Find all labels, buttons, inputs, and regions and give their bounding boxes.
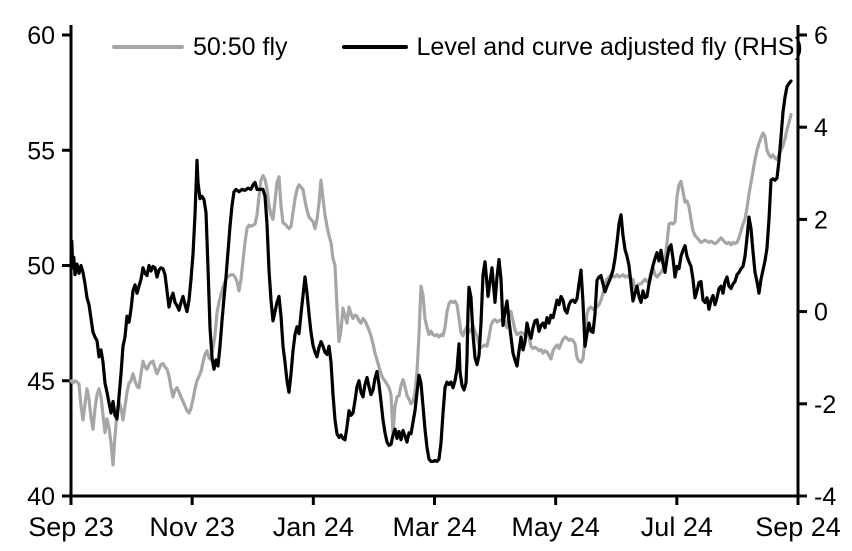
y-left-tick-label: 40: [27, 483, 55, 511]
x-axis-tick-label: Jul 24: [641, 512, 713, 542]
y-right-tick-label: 2: [814, 206, 828, 234]
y-left-tick-label: 45: [27, 368, 55, 396]
legend: 50:50 fly Level and curve adjusted fly (…: [112, 33, 803, 61]
y-right-tick-label: 6: [814, 22, 828, 50]
legend-swatch-level-curve-fly: [341, 45, 408, 49]
series-line-level-curve-adjusted-fly: [69, 79, 793, 463]
y-left-tick-label: 55: [27, 137, 55, 165]
x-axis-tick-label: Mar 24: [392, 512, 476, 542]
y-right-tick-label: 4: [814, 114, 828, 142]
y-left-tick-label: 50: [27, 253, 55, 281]
x-axis-tick-label: Sep 23: [28, 512, 114, 542]
legend-swatch-5050-fly: [112, 45, 184, 49]
y-right-tick-label: -4: [814, 483, 836, 511]
legend-label-5050-fly: 50:50 fly: [193, 32, 288, 61]
y-right-tick-label: 0: [814, 299, 828, 327]
series-line-50-50-fly: [69, 112, 793, 467]
x-axis-tick-label: Nov 23: [149, 512, 235, 542]
y-right-tick-label: -2: [814, 391, 836, 419]
x-axis-tick-label: Sep 24: [755, 512, 841, 542]
y-left-tick-label: 60: [27, 22, 55, 50]
x-axis-tick-label: Jan 24: [273, 512, 354, 542]
x-axis-tick-label: May 24: [511, 512, 600, 542]
legend-label-level-curve-fly: Level and curve adjusted fly (RHS): [416, 32, 803, 61]
